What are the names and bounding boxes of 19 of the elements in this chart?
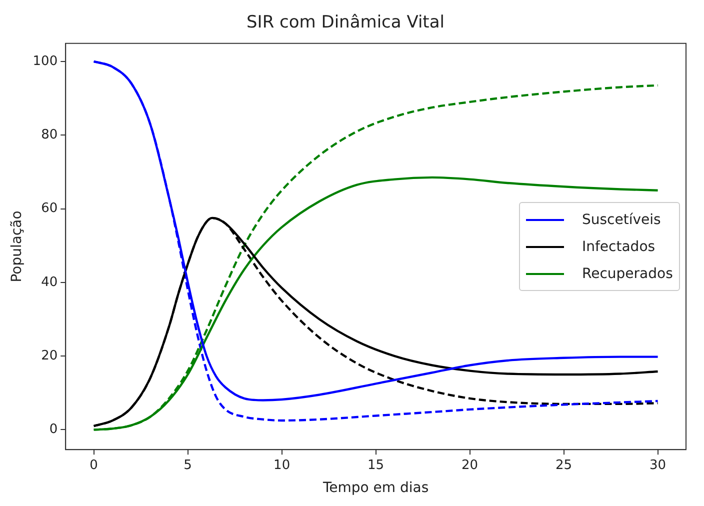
y-tick-label: 60 — [41, 201, 58, 216]
x-tick-label: 30 — [650, 458, 666, 473]
legend-label: Recuperados — [582, 266, 673, 282]
y-axis-title: População — [9, 210, 26, 282]
x-tick-label: 15 — [368, 458, 384, 473]
legend-label: Suscetíveis — [582, 212, 661, 228]
y-tick-label: 40 — [41, 274, 58, 290]
x-tick-label: 10 — [274, 458, 290, 473]
y-tick-label: 20 — [41, 348, 58, 364]
x-tick-label: 0 — [90, 458, 98, 473]
y-tick-label: 100 — [32, 54, 58, 69]
y-tick-label: 0 — [49, 422, 58, 438]
x-tick-label: 5 — [184, 458, 192, 473]
x-tick-label: 25 — [556, 458, 572, 473]
x-axis-title: Tempo em dias — [322, 480, 429, 496]
y-tick-label: 80 — [41, 127, 58, 142]
legend-label: Infectados — [582, 238, 656, 254]
chart-title: SIR com Dinâmica Vital — [246, 12, 444, 33]
x-tick-label: 20 — [462, 458, 478, 473]
